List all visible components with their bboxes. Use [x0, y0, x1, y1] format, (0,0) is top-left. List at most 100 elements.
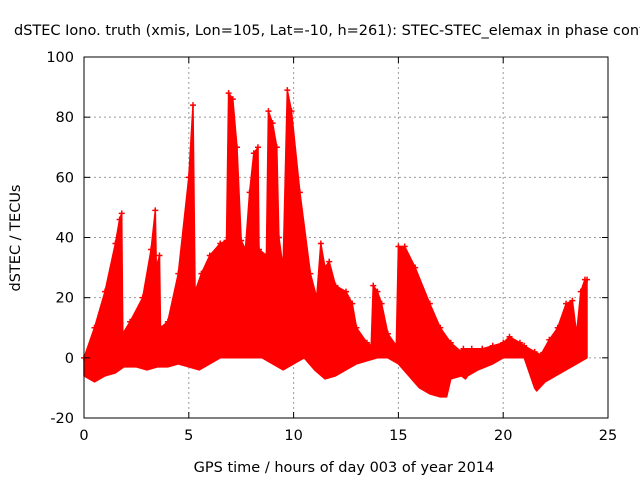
x-tick-label: 15	[389, 428, 407, 444]
series-point-marker	[223, 237, 230, 244]
series-point-marker	[506, 333, 513, 340]
series-point-marker	[479, 345, 486, 352]
series-point-marker	[317, 240, 324, 247]
series-point-marker	[516, 339, 523, 346]
series-point-marker	[288, 108, 295, 115]
series-point-marker	[127, 318, 134, 325]
series-point-marker	[234, 144, 241, 151]
dstec-series	[81, 87, 591, 398]
series-point-marker	[395, 243, 402, 250]
series-point-marker	[426, 300, 433, 307]
series-point-marker	[112, 240, 119, 247]
y-tick-label: -20	[50, 411, 74, 427]
series-point-marker	[521, 342, 528, 349]
series-point-marker	[153, 264, 160, 271]
series-point-marker	[250, 150, 257, 157]
series-point-marker	[563, 300, 570, 307]
series-point-marker	[148, 246, 155, 253]
series-point-marker	[139, 294, 146, 301]
x-tick-label: 5	[184, 428, 193, 444]
series-point-marker	[363, 339, 370, 346]
x-tick-label: 20	[494, 428, 512, 444]
series-point-marker	[573, 330, 580, 337]
series-point-marker	[500, 339, 507, 346]
y-tick-label: 60	[56, 170, 74, 186]
series-point-marker	[156, 252, 163, 259]
series-point-marker	[374, 288, 381, 295]
series-point-marker	[531, 348, 538, 355]
axis-ticks: 0 5 10 15 20 25 -20 0 20 40 60 80 100	[46, 50, 617, 444]
series-point-marker	[164, 318, 171, 325]
series-point-marker	[192, 288, 199, 295]
x-tick-label: 10	[284, 428, 302, 444]
series-point-marker	[569, 297, 576, 304]
series-point-marker	[349, 300, 356, 307]
series-point-marker	[489, 342, 496, 349]
series-point-marker	[256, 246, 263, 253]
series-point-marker	[296, 189, 303, 196]
y-tick-label: 20	[56, 291, 74, 307]
series-point-marker	[157, 324, 164, 331]
series-point-marker	[101, 288, 108, 295]
series-point-marker	[378, 300, 385, 307]
series-point-marker	[175, 270, 182, 277]
series-point-marker	[577, 288, 584, 295]
chart-title: dSTEC Iono. truth (xmis, Lon=105, Lat=-1…	[14, 23, 640, 39]
series-point-marker	[225, 90, 232, 97]
series-point-marker	[238, 237, 245, 244]
x-tick-label: 0	[79, 428, 88, 444]
series-point-marker	[332, 282, 339, 289]
series-point-marker	[447, 339, 454, 346]
series-point-marker	[554, 324, 561, 331]
series-point-marker	[269, 120, 276, 127]
series-point-marker	[326, 258, 333, 265]
series-point-marker	[254, 144, 261, 151]
series-point-marker	[458, 348, 465, 355]
series-point-marker	[322, 264, 329, 271]
series-point-marker	[265, 108, 272, 115]
series-point-marker	[229, 96, 236, 103]
series-point-marker	[343, 288, 349, 295]
series-area	[83, 89, 588, 398]
series-point-marker	[537, 351, 544, 358]
series-point-marker	[275, 234, 282, 241]
y-tick-label: 80	[56, 110, 74, 126]
series-point-marker	[280, 264, 287, 271]
series-point-marker	[273, 144, 280, 151]
series-point-marker	[307, 270, 314, 277]
series-point-marker	[437, 324, 444, 331]
series-point-marker	[152, 207, 159, 214]
series-point-marker	[412, 264, 419, 271]
series-point-marker	[206, 252, 213, 259]
series-point-marker	[189, 102, 196, 109]
x-tick-label: 25	[599, 428, 617, 444]
series-point-marker	[118, 210, 125, 217]
y-axis-label: dSTEC / TECUs	[8, 185, 24, 292]
series-point-marker	[368, 342, 375, 349]
series-point-marker	[393, 342, 400, 349]
series-point-marker	[91, 324, 98, 331]
series-point-marker	[546, 336, 553, 343]
series-point-marker	[401, 243, 408, 250]
series-point-marker	[246, 189, 253, 196]
series-point-marker	[242, 246, 249, 253]
series-point-marker	[460, 345, 467, 352]
series-point-marker	[119, 330, 126, 337]
series-point-marker	[185, 174, 192, 181]
series-point-marker	[313, 294, 320, 301]
series-point-marker	[353, 324, 360, 331]
series-point-marker	[116, 216, 123, 223]
series-point-marker	[370, 282, 377, 289]
series-point-marker	[584, 276, 591, 283]
y-tick-label: 0	[65, 351, 74, 367]
x-axis-label: GPS time / hours of day 003 of year 2014	[194, 460, 495, 476]
series-point-marker	[198, 270, 205, 277]
series-point-marker	[468, 345, 475, 352]
series-point-marker	[217, 240, 224, 247]
series-point-marker	[384, 330, 391, 337]
series-point-marker	[263, 252, 270, 259]
series-point-marker	[284, 87, 291, 94]
y-tick-label: 100	[46, 50, 74, 66]
y-tick-label: 40	[56, 231, 74, 247]
